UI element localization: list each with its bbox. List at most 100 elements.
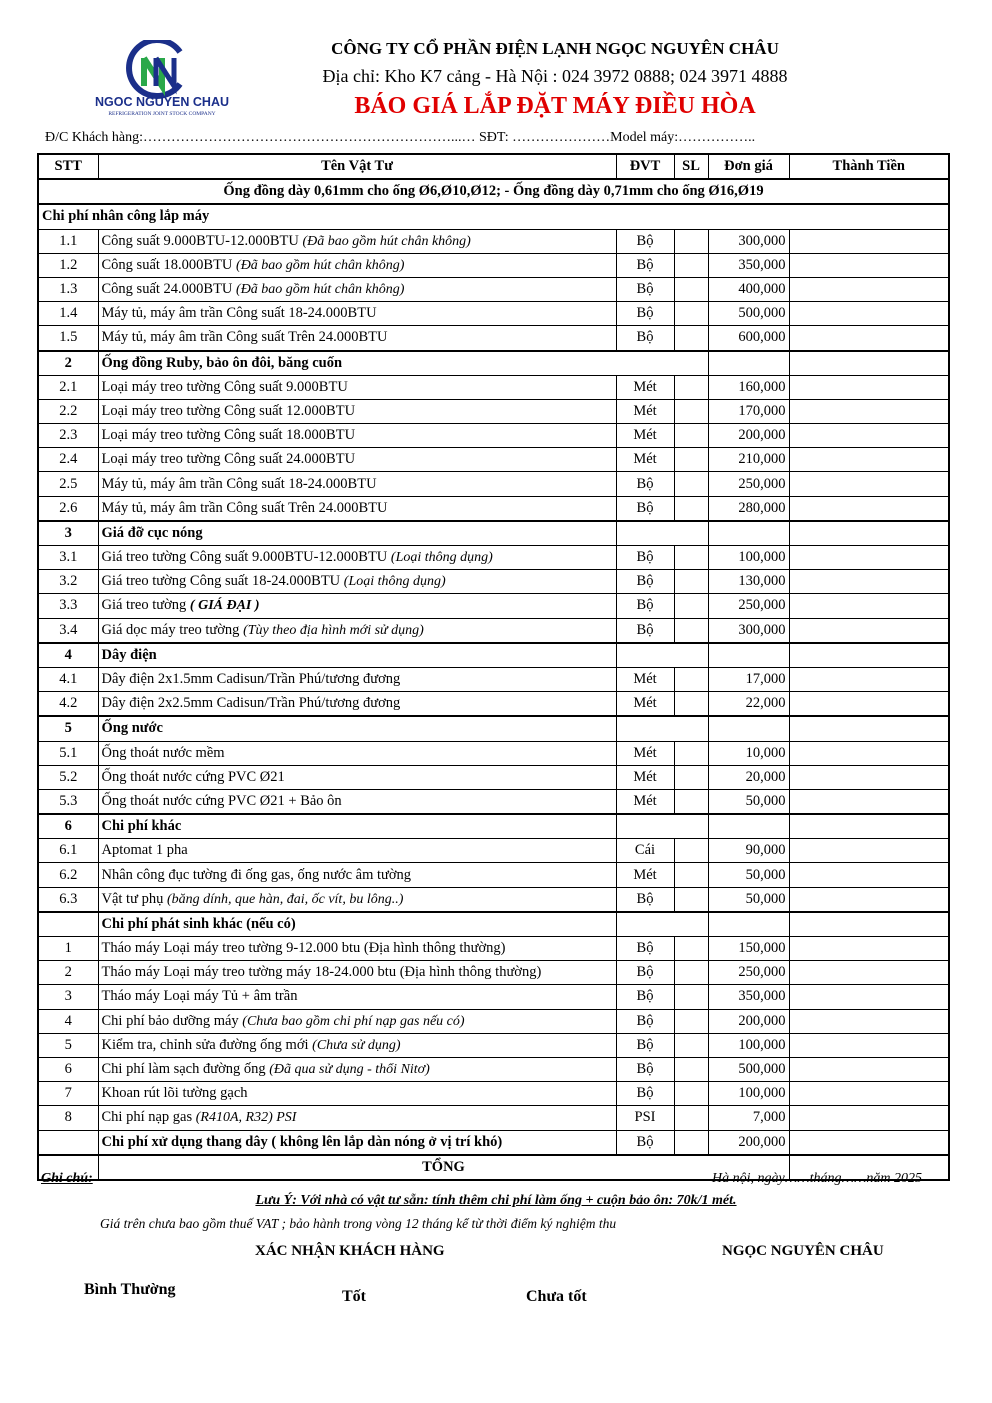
section-title: Giá đỡ cục nóng xyxy=(97,519,617,546)
row-stt: 3.3 xyxy=(37,593,99,619)
line-total xyxy=(788,984,950,1010)
row-stt: 1.4 xyxy=(37,301,99,327)
line-total xyxy=(788,764,950,790)
row-stt xyxy=(37,910,99,937)
item-name: Loại máy treo tường Công suất 12.000BTU xyxy=(97,398,617,425)
total-stt xyxy=(37,1153,99,1181)
item-name: Nhân công đục tường đi ống gas, ống nước… xyxy=(97,862,617,888)
line-total xyxy=(788,666,950,693)
unit-price: 50,000 xyxy=(707,862,790,888)
customer-confirmation: XÁC NHẬN KHÁCH HÀNG xyxy=(255,1243,445,1259)
item-label: Tháo máy Loại máy treo tường 9-12.000 bt… xyxy=(101,940,506,957)
unit-price: 250,000 xyxy=(707,471,790,497)
unit-cell: Bộ xyxy=(615,617,675,644)
total-label: TỔNG xyxy=(97,1153,790,1181)
col-total: Thành Tiền xyxy=(788,153,950,180)
row-stt: 1.1 xyxy=(37,228,99,254)
table-row: 2.6 Máy tủ, máy âm trần Công suất Trên 24… xyxy=(37,495,950,522)
grand-total xyxy=(788,1153,950,1181)
unit-price: 100,000 xyxy=(707,1081,790,1107)
unit-price: 130,000 xyxy=(707,569,790,595)
rating-not-good[interactable]: Chưa tốt xyxy=(526,1288,587,1305)
line-total xyxy=(788,740,950,766)
item-name: Khoan rút lõi tường gạch xyxy=(97,1081,617,1107)
unit-price: 350,000 xyxy=(707,252,790,278)
item-name: Chi phí bảo dưỡng máy (Chưa bao gồm chi … xyxy=(97,1008,617,1034)
item-label: Ống thoát nước mềm xyxy=(101,744,225,761)
unit-price: 200,000 xyxy=(707,423,790,449)
item-name: Loại máy treo tường Công suất 24.000BTU xyxy=(97,447,617,473)
item-label: Tháo máy Loại máy treo tường máy 18-24.0… xyxy=(101,964,542,981)
table-row: 6.1 Aptomat 1 pha Cái 90,000 xyxy=(37,838,950,864)
company-logo: NGOC NGUYEN CHAU REFRIGERATION JOINT STO… xyxy=(80,37,245,120)
qty-cell xyxy=(673,984,709,1010)
item-label: Máy tủ, máy âm trần Công suất 18-24.000B… xyxy=(101,305,377,322)
rating-normal[interactable]: Bình Thường xyxy=(84,1281,176,1298)
item-label: Giá treo tường xyxy=(101,597,190,614)
unit-price: 22,000 xyxy=(707,691,790,717)
qty-cell xyxy=(673,1129,709,1156)
row-stt: 5.2 xyxy=(37,764,99,790)
section-row: 5 Ống nước xyxy=(37,715,950,742)
item-name: Máy tủ, máy âm trần Công suất Trên 24.00… xyxy=(97,325,617,351)
section-title: Dây điện xyxy=(97,641,617,668)
table-row: 5.2 Ống thoát nước cứng PVC Ø21 Mét 20,000 xyxy=(37,764,950,790)
price-cell xyxy=(707,715,790,742)
unit-cell: Mét xyxy=(615,691,675,717)
unit-price: 7,000 xyxy=(707,1105,790,1131)
qty-cell xyxy=(673,617,709,644)
item-label: Công suất 9.000BTU-12.000BTU xyxy=(101,232,303,249)
item-name: Tháo máy Loại máy Tủ + âm trần xyxy=(97,984,617,1010)
unit-cell: Bộ xyxy=(615,471,675,497)
item-label: Máy tủ, máy âm trần Công suất 18-24.000B… xyxy=(101,475,377,492)
unit-cell: Bộ xyxy=(615,1081,675,1107)
item-note: (R410A, R32) PSI xyxy=(195,1110,297,1126)
item-label: Giá treo tường Công suất 18-24.000BTU xyxy=(101,573,344,590)
table-row: 7 Khoan rút lõi tường gạch Bộ 100,000 xyxy=(37,1081,950,1107)
item-name: Máy tủ, máy âm trần Công suất Trên 24.00… xyxy=(97,495,617,522)
qty-cell xyxy=(673,398,709,425)
section-title: Ống đồng Ruby, bảo ôn đôi, băng cuốn xyxy=(97,349,709,376)
row-stt: 3 xyxy=(37,984,99,1010)
unit-price: 150,000 xyxy=(707,935,790,962)
unit-price: 280,000 xyxy=(707,495,790,522)
line-total xyxy=(788,1056,950,1083)
item-label: Khoan rút lõi tường gạch xyxy=(101,1085,248,1102)
unit-price: 600,000 xyxy=(707,325,790,351)
item-note: (Loại thông dụng) xyxy=(343,574,446,590)
qty-cell xyxy=(673,1008,709,1034)
line-total xyxy=(788,1008,950,1034)
total-cell xyxy=(788,813,950,840)
row-stt: 1.5 xyxy=(37,325,99,351)
item-note: (Đã bao gồm hút chân không) xyxy=(236,257,405,273)
total-cell xyxy=(788,910,950,937)
item-label: Máy tủ, máy âm trần Công suất Trên 24.00… xyxy=(101,329,388,346)
section-row: Chi phí nhân công lắp máy xyxy=(37,203,950,230)
item-note: (Chưa sử dụng) xyxy=(312,1037,401,1053)
line-total xyxy=(788,544,950,571)
table-row: 2.3 Loại máy treo tường Công suất 18.000B… xyxy=(37,423,950,449)
unit-price: 500,000 xyxy=(707,1056,790,1083)
qty-cell xyxy=(673,544,709,571)
item-name: Vật tư phụ (băng dính, que hàn, đai, ốc … xyxy=(97,886,617,913)
item-label: Nhân công đục tường đi ống gas, ống nước… xyxy=(101,866,412,883)
item-label: Loại máy treo tường Công suất 24.000BTU xyxy=(101,451,356,468)
qty-cell xyxy=(673,935,709,962)
unit-cell: Bộ xyxy=(615,325,675,351)
item-label: Giá dọc máy treo tường xyxy=(101,621,244,638)
total-cell xyxy=(788,519,950,546)
table-row: 1.1 Công suất 9.000BTU-12.000BTU (Đã bao … xyxy=(37,228,950,254)
unit-cell: Bộ xyxy=(615,228,675,254)
item-name: Máy tủ, máy âm trần Công suất 18-24.000B… xyxy=(97,301,617,327)
table-row: 6.2 Nhân công đục tường đi ống gas, ống n… xyxy=(37,862,950,888)
table-row: 2.4 Loại máy treo tường Công suất 24.000B… xyxy=(37,447,950,473)
unit-cell: Bộ xyxy=(615,1056,675,1083)
qty-cell xyxy=(673,838,709,864)
table-row: 5.3 Ống thoát nước cứng PVC Ø21 + Bảo ôn M… xyxy=(37,788,950,815)
table-row: 3.4 Giá dọc máy treo tường (Tùy theo địa … xyxy=(37,617,950,644)
rating-good[interactable]: Tốt xyxy=(342,1288,366,1305)
line-total xyxy=(788,1129,950,1156)
qty-cell xyxy=(673,276,709,303)
row-stt: 2.5 xyxy=(37,471,99,497)
line-total xyxy=(788,276,950,303)
